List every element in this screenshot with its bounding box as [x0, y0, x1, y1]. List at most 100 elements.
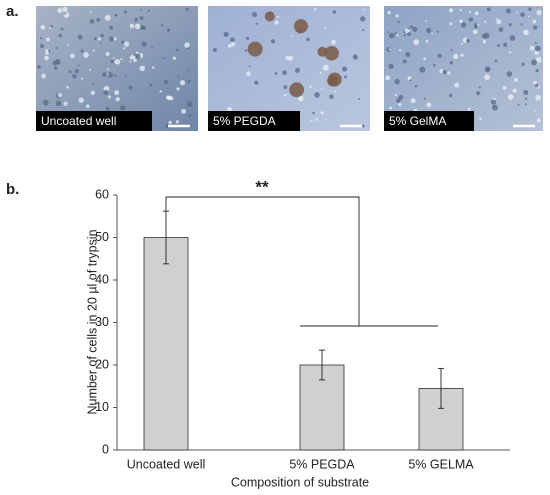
cell: [398, 94, 404, 100]
cell: [527, 15, 530, 18]
cell: [466, 38, 470, 43]
cell: [227, 44, 232, 48]
cell: [124, 41, 130, 47]
cell: [277, 15, 280, 19]
cell: [230, 37, 235, 43]
cell: [409, 79, 412, 82]
cell: [255, 22, 258, 25]
cell: [448, 8, 454, 13]
cell: [129, 60, 132, 63]
cell: [386, 47, 392, 52]
cell: [496, 19, 502, 25]
cell: [212, 47, 217, 53]
cell: [481, 34, 487, 40]
cell: [521, 62, 525, 66]
cell: [244, 49, 248, 52]
cell: [107, 95, 111, 99]
cell: [388, 63, 394, 69]
cell: [520, 23, 523, 26]
cell: [460, 42, 463, 45]
cell: [112, 57, 115, 60]
x-tick-label: Uncoated well: [127, 457, 206, 471]
cell: [314, 8, 317, 11]
y-tick-label: 0: [102, 442, 109, 456]
cell: [96, 17, 101, 22]
cell: [187, 69, 190, 72]
cell: [352, 54, 358, 60]
cell: [425, 39, 429, 43]
cell: [140, 9, 142, 11]
cell: [319, 71, 322, 74]
cell: [60, 27, 64, 31]
cell: [320, 88, 323, 91]
cell: [361, 29, 365, 32]
cell: [439, 69, 444, 74]
cell: [431, 32, 434, 35]
micrographs: Uncoated well 5% PEGDA 5% GelMA: [36, 6, 543, 131]
cell: [294, 67, 300, 73]
cell: [306, 37, 310, 42]
cell: [57, 8, 63, 13]
cell: [396, 34, 400, 37]
cell: [245, 36, 250, 40]
cell: [44, 55, 49, 61]
cell: [139, 25, 145, 30]
cell: [74, 69, 79, 74]
cell: [448, 93, 453, 98]
cell: [114, 74, 117, 77]
cell: [396, 98, 401, 103]
cell: [407, 32, 411, 36]
cell: [492, 105, 495, 108]
cell: [507, 94, 514, 100]
y-tick-label: 60: [95, 187, 109, 201]
cell: [474, 22, 478, 27]
cell: [476, 91, 481, 96]
x-axis-label: Composition of substrate: [231, 475, 369, 489]
cell-cluster: [327, 72, 342, 87]
cell: [523, 29, 529, 36]
cell: [395, 14, 399, 18]
label-box: [36, 111, 152, 131]
label-box: [384, 111, 474, 131]
panel-label: b.: [6, 181, 19, 198]
cell: [407, 76, 412, 81]
bar: [143, 237, 189, 451]
cell: [100, 41, 102, 44]
x-tick-label: 5% PEGDA: [289, 457, 355, 471]
cell: [398, 103, 402, 107]
cell: [459, 19, 463, 24]
cell: [509, 51, 512, 54]
cell: [270, 39, 276, 44]
cell: [168, 120, 172, 125]
cell: [161, 24, 164, 27]
cell: [103, 89, 109, 95]
cell: [254, 80, 259, 85]
cell: [133, 53, 136, 56]
cell: [490, 99, 497, 105]
cell: [508, 23, 512, 27]
cell: [124, 75, 127, 78]
cell: [52, 60, 58, 66]
cell: [72, 74, 77, 79]
cell: [516, 11, 518, 14]
cell: [524, 97, 528, 100]
cell: [423, 57, 427, 61]
cell: [486, 7, 491, 12]
cell: [141, 41, 147, 47]
cell: [509, 35, 516, 41]
cell: [426, 102, 432, 108]
y-axis-label: Number of cells in 20 µl of trypsin: [85, 229, 99, 414]
cell: [332, 10, 337, 14]
cell: [134, 19, 137, 22]
cell: [248, 65, 251, 68]
cell: [467, 108, 471, 111]
cell: [184, 42, 190, 48]
cell: [176, 48, 179, 52]
cell: [109, 36, 115, 42]
cell: [77, 34, 83, 40]
cell: [320, 111, 324, 115]
cell: [478, 86, 481, 89]
cell: [187, 79, 191, 84]
cell: [534, 109, 537, 112]
